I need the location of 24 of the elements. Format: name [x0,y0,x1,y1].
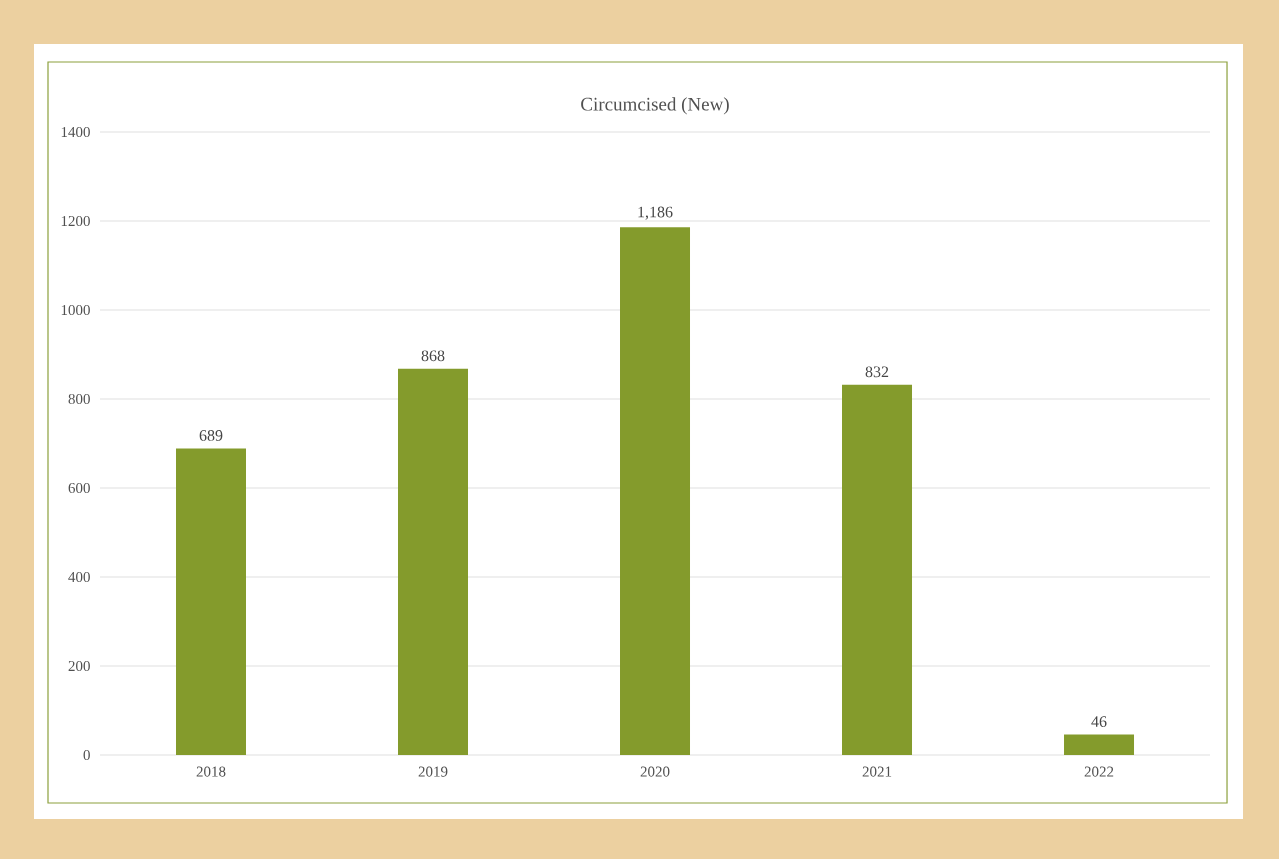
chart-title: Circumcised (New) [581,97,729,115]
y-tick-label: 600 [68,482,90,494]
y-tick-label: 400 [68,571,90,583]
y-tick-label: 1200 [61,215,90,227]
data-label: 832 [865,366,889,378]
bar [1064,734,1135,755]
y-tick-label: 800 [68,393,90,405]
x-tick-label: 2022 [1084,766,1114,777]
y-tick-label: 1400 [61,126,90,138]
bar [176,448,246,755]
data-label: 689 [199,430,223,441]
y-tick-label: 1000 [61,304,90,316]
x-tick-label: 2018 [196,766,226,777]
y-tick-label: 0 [83,749,90,761]
data-label: 46 [1091,716,1107,727]
bar [398,368,469,755]
data-label: 868 [421,350,445,362]
x-tick-label: 2020 [640,766,670,777]
bar [620,227,691,755]
x-tick-label: 2021 [862,766,892,777]
y-tick-label: 200 [68,660,90,672]
x-tick-label: 2019 [418,766,448,777]
bar [842,384,913,755]
data-label: 1,186 [638,206,673,220]
